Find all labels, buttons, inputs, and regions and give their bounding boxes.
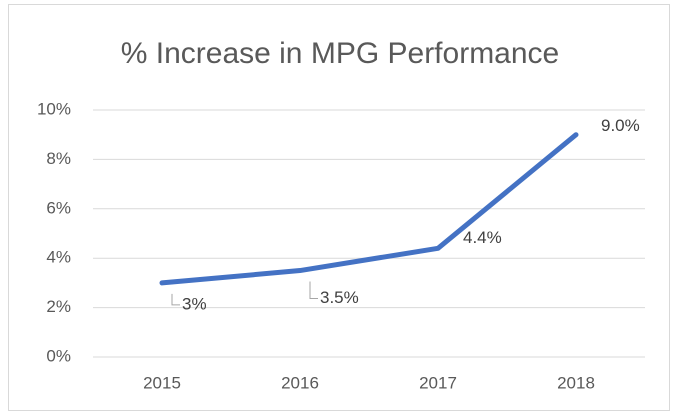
x-tick-label: 2015 [143, 373, 181, 392]
data-label: 4.4% [463, 228, 502, 247]
y-tick-label: 6% [46, 198, 71, 217]
chart-title: % Increase in MPG Performance [121, 37, 560, 70]
data-label: 9.0% [601, 116, 640, 135]
y-tick-label: 0% [46, 346, 71, 365]
y-tick-label: 2% [46, 297, 71, 316]
y-tick-label: 8% [46, 149, 71, 168]
y-tick-label: 10% [37, 99, 71, 118]
data-label: 3% [182, 294, 207, 313]
leader-line [171, 293, 180, 306]
x-tick-label: 2018 [557, 373, 595, 392]
line [159, 132, 579, 286]
leader-line [309, 281, 318, 300]
x-tick-label: 2016 [281, 373, 319, 392]
x-tick-label: 2017 [419, 373, 457, 392]
y-tick-label: 4% [46, 248, 71, 267]
data-label: 3.5% [320, 288, 359, 307]
chart-border [8, 4, 670, 411]
